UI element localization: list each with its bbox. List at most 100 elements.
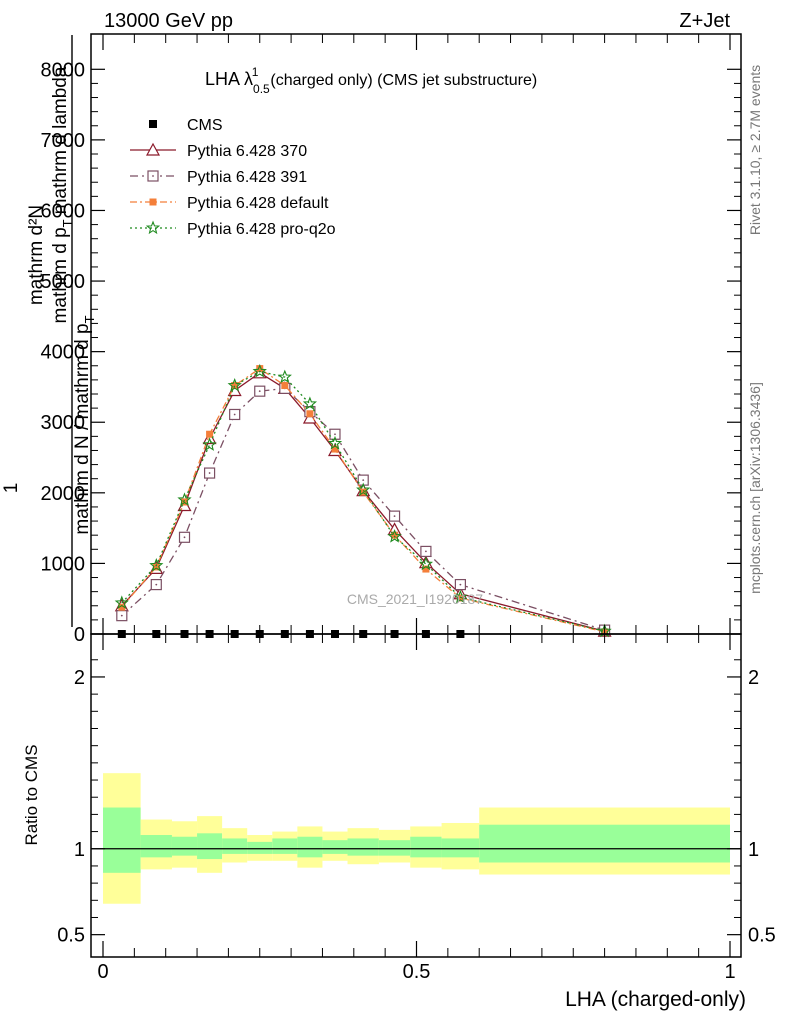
legend-label: Pythia 6.428 370 xyxy=(187,143,307,160)
data-point-dot xyxy=(120,614,123,617)
main-title-sup: 1 xyxy=(252,65,259,79)
ratio-y-label: Ratio to CMS xyxy=(22,744,41,845)
data-point-dot xyxy=(459,583,462,586)
series-line-4 xyxy=(121,370,605,632)
data-point xyxy=(418,556,434,571)
ratio-y-tick-label-right: 1 xyxy=(748,839,759,861)
legend: CMS Pythia 6.428 370 Pythia 6.428 391 Pythi… xyxy=(130,117,336,238)
data-point-dot xyxy=(155,583,158,586)
legend-entry: CMS xyxy=(149,117,223,134)
y-label-num: mathrm d²N xyxy=(26,205,47,305)
data-point xyxy=(456,594,464,602)
x-tick-label: 0 xyxy=(97,961,108,983)
ratio-band-inner xyxy=(378,840,411,856)
y-tick-label: 6000 xyxy=(41,200,86,222)
data-point xyxy=(256,365,264,373)
data-point xyxy=(391,531,399,539)
legend-label: Pythia 6.428 pro-q2o xyxy=(187,221,336,238)
y-label-num-main: mathrm d²N xyxy=(26,205,47,305)
ratio-bands xyxy=(103,773,730,904)
data-point xyxy=(202,437,217,451)
data-point xyxy=(302,410,317,424)
y-tick-label: 2000 xyxy=(41,483,86,505)
legend-entry: Pythia 6.428 370 xyxy=(130,142,307,160)
y-tick-label: 5000 xyxy=(41,271,86,293)
data-point-dot xyxy=(208,472,211,474)
y-tick-label: 3000 xyxy=(41,412,86,434)
legend-marker-dot xyxy=(152,175,154,177)
data-point xyxy=(281,382,289,390)
ratio-band-inner xyxy=(322,840,348,854)
data-point xyxy=(118,603,126,611)
ratio-band-inner xyxy=(410,836,442,858)
series-line-1 xyxy=(121,372,605,632)
legend-entry: Pythia 6.428 pro-q2o xyxy=(130,220,336,238)
ratio-y-tick-label: 0.5 xyxy=(57,925,85,947)
series-line-3 xyxy=(121,367,605,633)
data-point xyxy=(231,382,239,390)
ratio-band-inner xyxy=(347,838,379,856)
data-point-dot xyxy=(233,413,236,416)
ratio-band-inner xyxy=(197,833,223,860)
ratio-band-inner xyxy=(222,838,248,854)
data-point xyxy=(387,529,402,543)
y-label-den-main: mathrm d N / mathrm d p xyxy=(72,323,93,534)
y-tick-label: 1000 xyxy=(41,553,86,575)
x-tick-label: 0.5 xyxy=(403,961,431,983)
data-point-dot xyxy=(393,515,396,518)
main-y-label: mathrm d²N mathrm d pTmathrm d lambda 1 … xyxy=(1,35,97,627)
main-title-text: LHA λ xyxy=(205,69,253,89)
legend-marker xyxy=(145,142,161,156)
legend-entry: Pythia 6.428 391 xyxy=(130,169,307,186)
data-point xyxy=(252,363,267,378)
y-label-den-sub: T xyxy=(82,315,97,323)
main-title: LHA λ0.5 1 (charged only) (CMS jet substru… xyxy=(205,65,537,96)
data-point-dot xyxy=(362,479,365,482)
legend-marker xyxy=(149,198,157,206)
main-title-rest: (charged only) (CMS jet substructure) xyxy=(270,72,537,89)
y-label-prefix: 1 xyxy=(1,483,22,494)
ratio-band-inner xyxy=(171,836,198,856)
ratio-band-inner xyxy=(479,824,730,863)
y-label-num-end: mathrm d lambda xyxy=(50,66,71,214)
ratio-y-tick-label: 1 xyxy=(74,839,85,861)
legend-label: Pythia 6.428 default xyxy=(187,195,329,212)
data-point xyxy=(149,557,164,572)
ratio-band-inner xyxy=(441,838,480,858)
ratio-y-tick-label: 2 xyxy=(74,667,85,689)
data-point xyxy=(331,445,339,453)
data-point xyxy=(453,589,468,604)
y-label-num-tail: mathrm d pTmathrm d lambda xyxy=(50,66,75,323)
legend-marker xyxy=(145,220,161,235)
header-right: Z+Jet xyxy=(679,10,730,32)
side-label-rivet: Rivet 3.1.10, ≥ 2.7M events xyxy=(747,65,763,235)
ratio-ticks: 0.5 0.5 1 1 2 2 xyxy=(57,659,776,947)
y-label-num-dp-sub: T xyxy=(60,219,75,227)
data-point xyxy=(356,482,371,497)
y-tick-label: 8000 xyxy=(41,59,86,81)
ratio-band-inner xyxy=(297,836,323,858)
ratio-frame xyxy=(90,633,742,958)
x-tick-label: 1 xyxy=(724,961,735,983)
data-point xyxy=(306,410,314,418)
data-point xyxy=(327,435,343,450)
x-ticks: 0 0.5 1 xyxy=(97,34,736,983)
ratio-band-inner xyxy=(140,835,172,858)
data-point xyxy=(206,430,214,438)
y-label-num-dp: mathrm d p xyxy=(50,227,71,323)
ratio-band-inner xyxy=(272,838,298,854)
data-point-dot xyxy=(183,536,186,539)
data-point-dot xyxy=(258,390,261,393)
data-point xyxy=(177,492,192,506)
data-point xyxy=(422,565,430,573)
y-label-den: mathrm d N / mathrm d pT xyxy=(72,315,97,534)
y-tick-label: 7000 xyxy=(41,130,86,152)
data-point xyxy=(114,595,129,610)
legend-entry: Pythia 6.428 default xyxy=(130,195,329,212)
main-title-sub: 0.5 xyxy=(253,82,270,96)
x-axis-label: LHA (charged-only) xyxy=(565,988,746,1011)
watermark: CMS_2021_I1920187 xyxy=(347,591,483,607)
legend-marker xyxy=(149,120,157,128)
data-point xyxy=(277,369,292,384)
